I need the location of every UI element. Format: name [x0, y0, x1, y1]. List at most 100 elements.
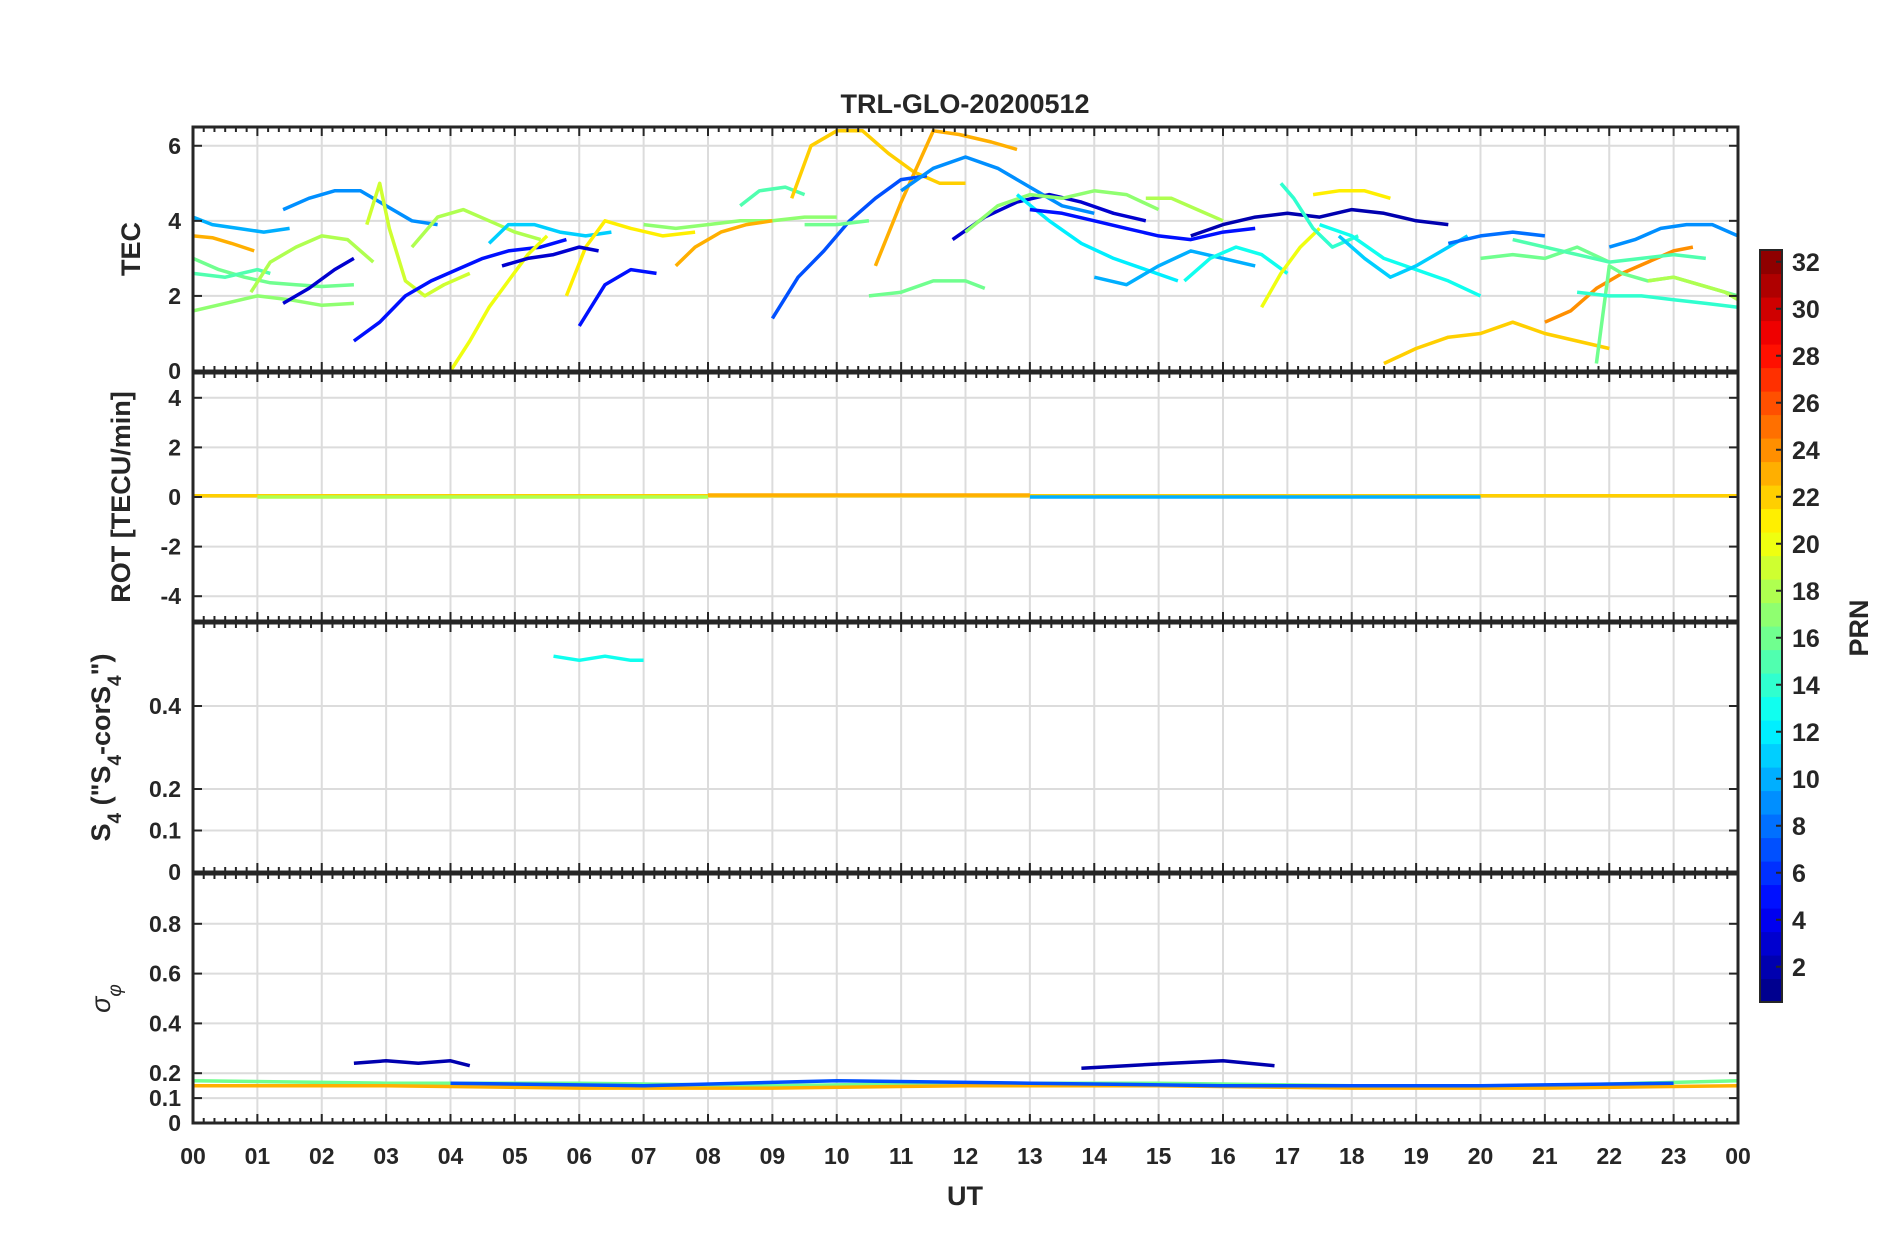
- series-line-prn-13: [553, 654, 644, 663]
- series-line-prn-23: [193, 234, 255, 253]
- y-tick-label: 0.4: [149, 1010, 181, 1036]
- series-group: [193, 493, 1738, 499]
- y-axis-label-sigma: σφ: [86, 984, 126, 1013]
- y-tick-label: 0: [168, 484, 181, 510]
- x-tick-label: 12: [953, 1143, 979, 1169]
- colorbar-tick-label: 28: [1792, 343, 1820, 371]
- colorbar-segment: [1760, 790, 1782, 815]
- series-line-prn-21: [1312, 189, 1391, 200]
- colorbar-segment: [1760, 461, 1782, 486]
- colorbar-segment: [1760, 978, 1782, 1003]
- colorbar-tick-label: 30: [1792, 296, 1820, 324]
- chart-title: TRL-GLO-20200512: [840, 89, 1089, 119]
- series-group: [193, 1059, 1738, 1090]
- series-line-prn-16: [193, 256, 354, 289]
- y-tick-label: 0.8: [149, 911, 181, 937]
- series-line-prn-15: [1512, 237, 1707, 264]
- x-tick-label: 18: [1339, 1143, 1365, 1169]
- series-line-prn-9: [282, 189, 438, 227]
- x-tick-label: 11: [889, 1143, 914, 1169]
- series-group: [193, 129, 1738, 371]
- series-line-prn-5: [577, 267, 657, 327]
- colorbar-segment: [1760, 367, 1782, 392]
- series-line-prn-11: [1337, 234, 1469, 279]
- series-line-prn-7: [770, 174, 928, 320]
- y-tick-label: 0.2: [149, 1060, 181, 1086]
- series-line-prn-16: [804, 219, 870, 227]
- x-tick-label: 01: [245, 1143, 271, 1169]
- y-tick-label: 6: [168, 133, 181, 159]
- y-axis-label-rot: ROT [TECU/min]: [106, 391, 136, 602]
- colorbar-tick-label: 22: [1792, 484, 1820, 512]
- series-line-prn-18: [1647, 275, 1738, 302]
- series-group: [553, 654, 644, 663]
- colorbar-segment: [1760, 908, 1782, 933]
- colorbar-segment: [1760, 532, 1782, 557]
- panel-tec: 0 2 4 6 TEC: [116, 125, 1740, 384]
- x-tick-label: 02: [309, 1143, 335, 1169]
- colorbar-segment: [1760, 955, 1782, 980]
- series-line-prn-9: [900, 155, 1095, 216]
- series-line-prn-18: [1145, 196, 1224, 223]
- series-line-prn-20: [1260, 227, 1321, 309]
- series-line-prn-2: [1190, 207, 1449, 238]
- series-line-prn-5: [352, 237, 567, 343]
- colorbar-segment: [1760, 720, 1782, 745]
- colorbar-segment: [1760, 837, 1782, 862]
- colorbar-segment: [1760, 673, 1782, 698]
- panel-s4: 0 0.1 0.2 0.4 S4 ("S4-corS4"): [86, 621, 1740, 885]
- panel-rot: -4 -2 0 2 4 ROT [TECU/min]: [106, 371, 1740, 623]
- series-line-prn-17: [964, 189, 1160, 234]
- y-axis-label-s4: S4 ("S4-corS4"): [86, 654, 126, 842]
- x-tick-label: 07: [631, 1143, 657, 1169]
- x-tick-label: 10: [824, 1143, 850, 1169]
- colorbar-tick-label: 10: [1792, 766, 1820, 794]
- series-line-prn-13: [1319, 222, 1482, 298]
- y-tick-label: 0.1: [149, 818, 181, 844]
- series-line-prn-23: [674, 219, 773, 268]
- x-tick-label: 22: [1596, 1143, 1622, 1169]
- series-line-prn-14: [1279, 182, 1359, 249]
- x-tick-label: 06: [566, 1143, 592, 1169]
- x-tick-label: 20: [1468, 1143, 1494, 1169]
- series-line-prn-21: [564, 219, 696, 297]
- series-line-prn-7: [450, 1078, 1674, 1088]
- series-line-prn-9: [1608, 222, 1738, 249]
- series-line-prn-22: [1383, 320, 1610, 366]
- colorbar-segment: [1760, 931, 1782, 956]
- colorbar-segment: [1760, 273, 1782, 298]
- series-line-prn-22: [790, 129, 966, 199]
- panel-sigma: 00.10.2 0.4 0.6 0.8 σφ: [86, 872, 1740, 1136]
- x-tick-label: 05: [502, 1143, 528, 1169]
- series-line-prn-13: [1183, 245, 1289, 283]
- y-tick-label: 0: [168, 358, 181, 384]
- colorbar-segment: [1760, 250, 1782, 275]
- colorbar-tick-label: 6: [1792, 860, 1806, 888]
- series-line-prn-19: [365, 181, 471, 298]
- colorbar-segment: [1760, 626, 1782, 651]
- y-tick-label: -2: [161, 534, 181, 560]
- series-line-prn-8: [1447, 230, 1546, 246]
- x-axis: 00 01 02 03 04 05 06 07 08 09 10 11 12 13 14 15 16 17 18 19…: [180, 1143, 1751, 1169]
- colorbar-segment: [1760, 767, 1782, 792]
- x-axis-label: UT: [947, 1181, 983, 1211]
- colorbar-segment: [1760, 743, 1782, 768]
- x-tick-label: 14: [1081, 1143, 1107, 1169]
- series-line-prn-20: [449, 234, 549, 371]
- series-line-prn-23: [193, 1083, 1738, 1090]
- x-tick-label: 13: [1017, 1143, 1043, 1169]
- colorbar-segment: [1760, 649, 1782, 674]
- series-line-prn-17: [193, 294, 355, 313]
- colorbar-tick-label: 20: [1792, 531, 1820, 559]
- colorbar-segment: [1760, 814, 1782, 839]
- colorbar-segment: [1760, 602, 1782, 627]
- series-line-prn-18: [410, 207, 542, 249]
- series-line-prn-16: [868, 279, 986, 298]
- series-line-prn-3: [501, 245, 599, 268]
- colorbar-tick-label: 24: [1792, 437, 1820, 465]
- series-line-prn-17: [643, 215, 837, 231]
- x-tick-label: 00: [180, 1143, 206, 1169]
- y-tick-label: -4: [161, 583, 182, 609]
